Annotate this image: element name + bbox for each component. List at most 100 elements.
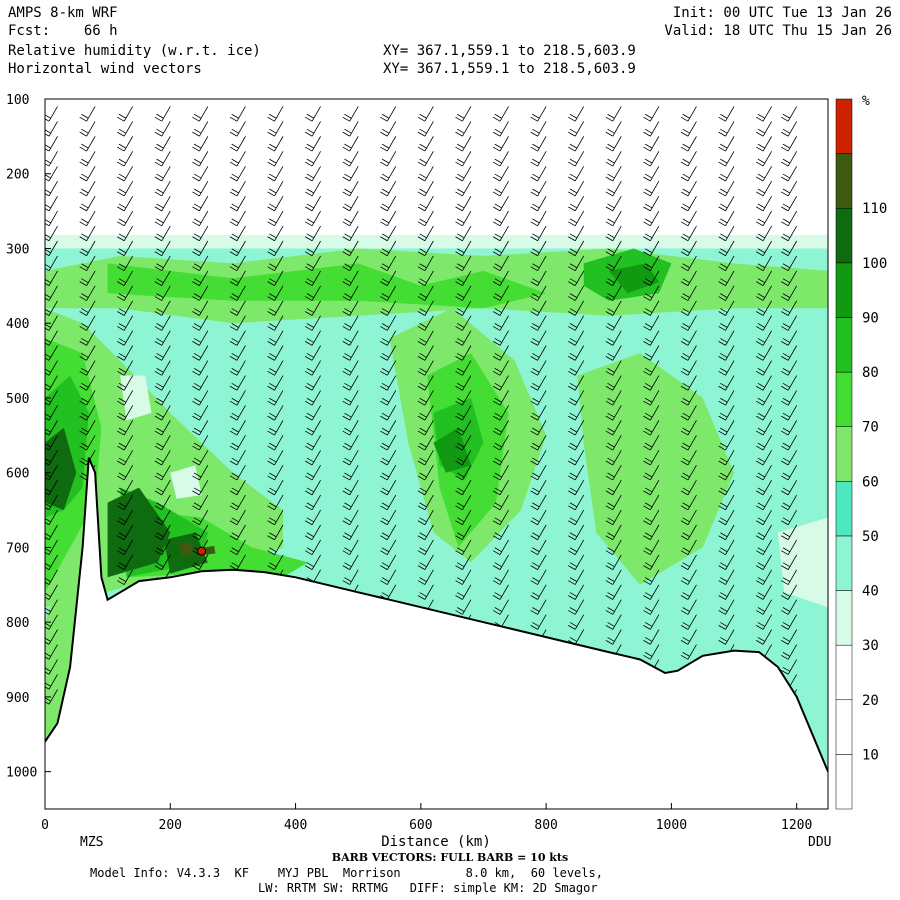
barb-staff <box>386 494 397 511</box>
barb-flag <box>45 278 51 284</box>
barb-staff <box>462 195 472 212</box>
barb-flag <box>267 430 275 436</box>
barb-flag <box>381 517 390 523</box>
wind-barb <box>267 136 284 152</box>
wind-barb <box>304 195 321 212</box>
barb-flag <box>193 562 202 568</box>
barb-flag <box>45 342 50 346</box>
wind-barb <box>605 554 622 570</box>
barb-flag <box>342 385 350 391</box>
barb-flag <box>417 445 426 451</box>
wind-barb <box>718 240 735 257</box>
barb-flag <box>720 293 728 298</box>
barb-staff <box>725 390 735 406</box>
wind-barb <box>154 195 171 212</box>
barb-staff <box>537 569 547 585</box>
barb-flag <box>419 263 427 269</box>
barb-staff <box>725 285 735 301</box>
barb-flag <box>455 131 463 137</box>
wind-barb <box>192 255 209 272</box>
barb-flag <box>342 281 350 286</box>
barb-flag <box>156 308 164 313</box>
wind-barb <box>680 240 697 257</box>
wind-barb <box>455 181 472 197</box>
barb-flag <box>229 415 238 421</box>
barb-staff <box>48 121 58 137</box>
barb-flag <box>229 161 238 167</box>
wind-barb <box>643 494 660 511</box>
barb-flag <box>156 457 164 463</box>
wind-barb <box>530 255 547 272</box>
rh-region-26 <box>170 465 202 499</box>
barb-flag <box>267 251 275 257</box>
barb-flag <box>269 188 277 194</box>
barb-flag <box>757 427 766 433</box>
barb-flag <box>494 547 502 553</box>
wind-barb <box>718 509 735 526</box>
barb-flag <box>118 323 127 328</box>
barb-staff <box>650 360 660 376</box>
wind-barb <box>79 330 96 346</box>
endpoint-left-label: MZS <box>80 835 103 850</box>
wind-barb <box>154 240 171 257</box>
wind-barb <box>530 465 547 481</box>
barb-staff <box>650 509 660 525</box>
barb-flag <box>380 176 388 182</box>
barb-flag <box>782 607 791 612</box>
barb-staff <box>687 360 697 376</box>
barb-flag <box>532 622 540 627</box>
wind-barb <box>45 494 58 511</box>
barb-staff <box>48 360 58 376</box>
wind-barb <box>380 494 397 511</box>
barb-flag <box>568 475 576 481</box>
wind-barb <box>605 181 622 197</box>
barb-staff <box>462 584 472 600</box>
barb-staff <box>574 494 585 511</box>
barb-flag <box>568 296 576 301</box>
barb-flag <box>417 296 426 301</box>
rh-region-1 <box>45 235 828 249</box>
wind-barb <box>680 390 697 406</box>
barb-flag <box>267 460 275 466</box>
colorbar-box <box>835 699 853 755</box>
barb-staff <box>86 300 96 316</box>
barb-flag <box>607 517 615 523</box>
barb-flag <box>643 236 651 242</box>
barb-flag <box>417 565 426 570</box>
wind-barb <box>267 509 284 526</box>
wind-barb <box>154 494 171 511</box>
barb-flag <box>154 191 162 197</box>
barb-flag <box>380 266 388 272</box>
barb-flag <box>192 400 200 406</box>
barb-flag <box>782 113 791 119</box>
barb-flag <box>680 296 689 301</box>
barb-flag <box>720 248 728 254</box>
barb-flag <box>156 382 164 388</box>
barb-flag <box>720 622 728 627</box>
barb-flag <box>757 308 766 313</box>
wind-barb <box>192 195 209 212</box>
barb-flag <box>569 412 578 418</box>
barb-staff <box>650 181 660 197</box>
barb-flag <box>156 338 164 343</box>
wind-barb <box>304 360 321 376</box>
barb-flag <box>192 161 200 167</box>
barb-flag <box>569 607 578 612</box>
barb-flag <box>306 562 315 568</box>
barb-flag <box>530 430 538 436</box>
barb-staff <box>349 285 359 301</box>
barb-flag <box>380 445 388 451</box>
barb-flag <box>532 607 540 612</box>
barb-staff <box>762 345 772 361</box>
wind-barb <box>45 554 58 570</box>
barb-staff <box>499 330 509 346</box>
wind-barb <box>342 151 359 167</box>
barb-staff <box>787 375 798 391</box>
barb-staff <box>787 584 798 600</box>
barb-staff <box>48 674 58 690</box>
barb-staff <box>787 181 798 197</box>
barb-flag <box>605 161 613 167</box>
wind-barb <box>643 225 660 242</box>
wind-barb <box>718 181 735 197</box>
barb-staff <box>386 509 397 525</box>
